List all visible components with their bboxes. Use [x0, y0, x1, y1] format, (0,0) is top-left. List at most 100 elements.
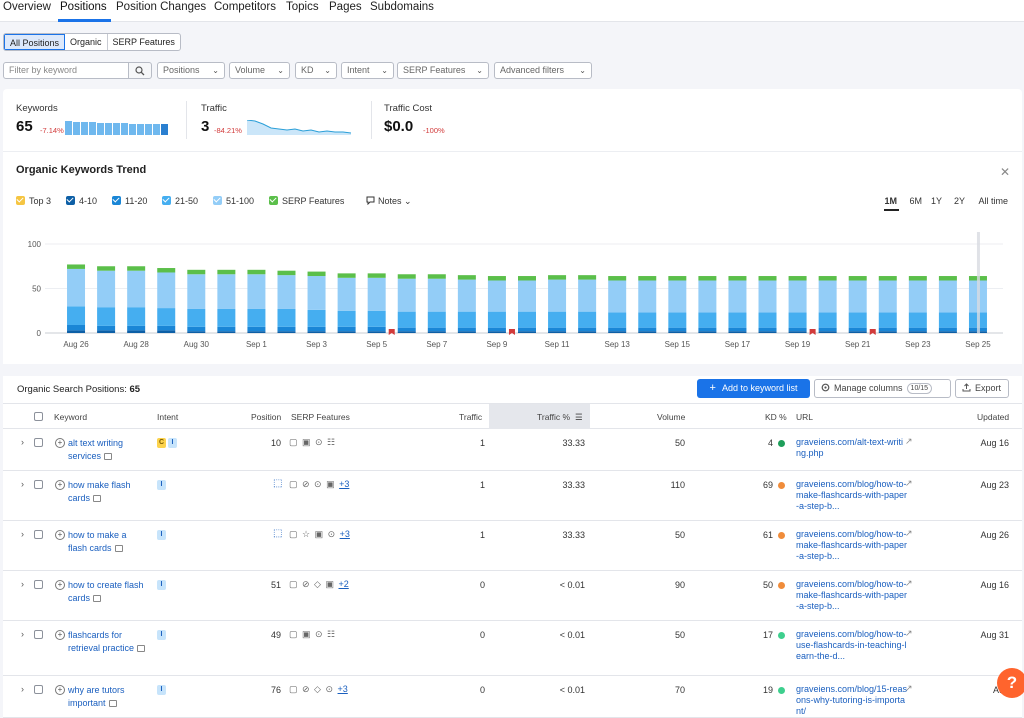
bar-segment-4-10[interactable]	[698, 331, 717, 333]
keyword-link[interactable]: flashcards for retrieval practice	[68, 629, 146, 654]
bar-segment-51-100[interactable]	[487, 280, 506, 312]
tab-pages[interactable]: Pages	[329, 1, 362, 13]
keyword-link[interactable]: how to make a flash cards	[68, 529, 146, 554]
bar-segment-21-50[interactable]	[247, 308, 266, 327]
add-keyword-icon[interactable]: +	[55, 580, 65, 590]
bar-segment-serp-features[interactable]	[548, 275, 567, 280]
bar-segment-4-10[interactable]	[307, 331, 326, 333]
legend-top3[interactable]: Top 3	[16, 196, 51, 206]
add-keyword-icon[interactable]: +	[55, 480, 65, 490]
keywords-metric[interactable]: Keywords 65 -7.14%	[16, 103, 168, 135]
bar-segment-4-10[interactable]	[668, 331, 687, 333]
bar-segment-4-10[interactable]	[758, 331, 777, 333]
bar-segment-51-100[interactable]	[668, 280, 687, 313]
table-row[interactable]: › + why are tutors important I 76 ▢ ⊘ ◇ …	[3, 676, 1022, 718]
bar-segment-21-50[interactable]	[638, 312, 657, 328]
bar-segment-4-10[interactable]	[908, 331, 927, 333]
intent-filter[interactable]: Intent ⌄	[341, 62, 394, 79]
bar-segment-21-50[interactable]	[548, 311, 567, 328]
bar-segment-11-20[interactable]	[337, 326, 356, 332]
table-row[interactable]: › + how make flash cards I ⬚ ▢ ⊘ ⊙ ▣ +3 …	[3, 471, 1022, 521]
bar-segment-4-10[interactable]	[518, 331, 536, 333]
add-keyword-icon[interactable]: +	[55, 630, 65, 640]
row-checkbox[interactable]	[34, 438, 43, 447]
header-position[interactable]: Position	[251, 412, 282, 422]
bar-segment-21-50[interactable]	[97, 307, 116, 326]
bar-segment-serp-features[interactable]	[217, 269, 236, 275]
note-marker-icon[interactable]	[809, 329, 816, 335]
legend-51-100[interactable]: 51-100	[213, 196, 254, 206]
bar-segment-serp-features[interactable]	[127, 266, 146, 271]
bar-segment-51-100[interactable]	[638, 280, 657, 313]
help-button[interactable]: ?	[997, 668, 1024, 698]
bar-segment-4-10[interactable]	[67, 330, 86, 333]
volume-filter[interactable]: Volume ⌄	[229, 62, 290, 79]
bar-segment-4-10[interactable]	[217, 331, 236, 333]
tab-topics[interactable]: Topics	[286, 1, 319, 13]
bar-segment-4-10[interactable]	[247, 331, 266, 333]
url-link[interactable]: graveiens.com/blog/how-to-make-flashcard…	[796, 479, 908, 512]
bar-segment-serp-features[interactable]	[518, 276, 536, 281]
bar-segment-11-20[interactable]	[908, 327, 927, 332]
bar-segment-11-20[interactable]	[788, 327, 807, 332]
row-checkbox[interactable]	[34, 685, 43, 694]
serp-features-filter[interactable]: SERP Features ⌄	[397, 62, 489, 79]
note-marker-icon[interactable]	[388, 329, 395, 335]
add-keyword-icon[interactable]: +	[55, 685, 65, 695]
add-keyword-icon[interactable]: +	[55, 530, 65, 540]
bar-segment-serp-features[interactable]	[878, 276, 897, 281]
bar-segment-21-50[interactable]	[608, 312, 627, 328]
bar-segment-21-50[interactable]	[157, 308, 176, 326]
expand-row-icon[interactable]: ›	[21, 479, 24, 489]
tab-position-changes[interactable]: Position Changes	[116, 1, 207, 13]
bar-segment-11-20[interactable]	[668, 327, 687, 332]
bar-segment-11-20[interactable]	[487, 327, 506, 332]
add-to-keyword-list-button[interactable]: + Add to keyword list	[697, 379, 810, 398]
bar-segment-serp-features[interactable]	[758, 276, 777, 281]
bar-segment-4-10[interactable]	[457, 331, 476, 333]
row-checkbox[interactable]	[34, 480, 43, 489]
bar-segment-serp-features[interactable]	[848, 276, 867, 281]
tab-competitors[interactable]: Competitors	[214, 1, 276, 13]
bar-segment-11-20[interactable]	[367, 326, 386, 332]
bar-segment-11-20[interactable]	[157, 325, 176, 331]
url-link[interactable]: graveiens.com/alt-text-writing.php	[796, 437, 904, 459]
bar-segment-51-100[interactable]	[427, 278, 446, 312]
expand-row-icon[interactable]: ›	[21, 437, 24, 447]
legend-serp-features[interactable]: SERP Features	[269, 196, 344, 206]
legend-11-20[interactable]: 11-20	[112, 196, 147, 206]
table-row[interactable]: › + how to create flash cards I 51 ▢ ⊘ ◇…	[3, 571, 1022, 621]
bar-segment-4-10[interactable]	[608, 331, 627, 333]
bar-segment-serp-features[interactable]	[277, 270, 296, 276]
url-link[interactable]: graveiens.com/blog/15-reasons-why-tutori…	[796, 684, 908, 717]
legend-4-10[interactable]: 4-10	[66, 196, 97, 206]
bar-segment-serp-features[interactable]	[487, 276, 506, 281]
bar-segment-21-50[interactable]	[728, 312, 747, 328]
bar-segment-21-50[interactable]	[277, 308, 296, 327]
bar-segment-serp-features[interactable]	[157, 268, 176, 273]
bar-segment-21-50[interactable]	[127, 307, 146, 326]
bar-segment-4-10[interactable]	[788, 331, 807, 333]
bar-segment-51-100[interactable]	[848, 280, 867, 313]
expand-row-icon[interactable]: ›	[21, 579, 24, 589]
external-link-icon[interactable]: ↗	[905, 528, 913, 538]
traffic-cost-metric[interactable]: Traffic Cost $0.0 -100%	[384, 103, 445, 135]
bar-segment-serp-features[interactable]	[788, 276, 807, 281]
bar-segment-21-50[interactable]	[788, 312, 807, 328]
bar-segment-4-10[interactable]	[818, 331, 837, 333]
bar-segment-51-100[interactable]	[908, 280, 927, 313]
bar-segment-51-100[interactable]	[217, 274, 236, 309]
external-link-icon[interactable]: ↗	[905, 683, 913, 693]
bar-segment-4-10[interactable]	[487, 331, 506, 333]
positions-filter[interactable]: Positions ⌄	[157, 62, 225, 79]
header-traffic[interactable]: Traffic	[459, 412, 483, 422]
url-link[interactable]: graveiens.com/blog/how-to-use-flashcards…	[796, 629, 907, 662]
external-link-icon[interactable]: ↗	[905, 478, 913, 488]
bar-segment-21-50[interactable]	[67, 306, 86, 325]
bar-segment-51-100[interactable]	[698, 280, 717, 313]
bar-segment-4-10[interactable]	[367, 331, 386, 333]
bar-segment-21-50[interactable]	[487, 311, 506, 328]
serp-more-link[interactable]: +3	[337, 684, 348, 694]
serp-features-button[interactable]: SERP Features	[112, 37, 175, 47]
bar-segment-21-50[interactable]	[217, 308, 236, 327]
